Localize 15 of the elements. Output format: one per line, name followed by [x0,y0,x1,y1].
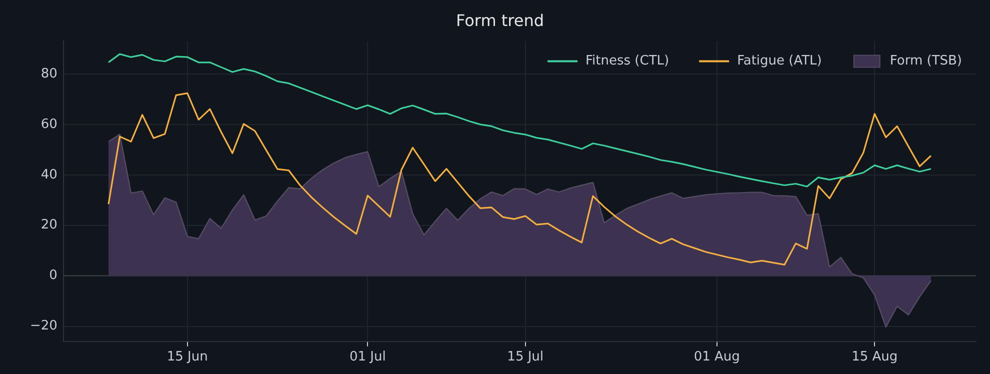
y-tick-label: 0 [49,268,58,284]
y-tick-label: 40 [40,167,58,182]
legend-label: Form (TSB) [890,54,962,69]
chart-title: Form trend [456,10,544,30]
x-tick-label: 01 Aug [694,350,740,365]
y-tick-label: 60 [40,116,58,132]
x-tick-label: 15 Aug [852,350,898,365]
y-tick-label: 20 [40,218,58,233]
y-tick-label: −20 [30,318,58,334]
legend-label: Fitness (CTL) [586,54,670,69]
y-tick-label: 80 [40,66,58,82]
legend-label: Fatigue (ATL) [737,54,822,69]
x-tick-label: 01 Jul [349,350,386,365]
x-tick-label: 15 Jun [166,350,208,365]
x-tick-label: 15 Jul [507,350,544,365]
